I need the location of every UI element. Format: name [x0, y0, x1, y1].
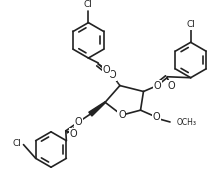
Polygon shape	[89, 102, 106, 116]
Text: O: O	[153, 112, 160, 122]
Text: O: O	[153, 81, 161, 91]
Text: O: O	[108, 70, 116, 80]
Text: O: O	[70, 129, 78, 139]
Text: Cl: Cl	[186, 20, 195, 29]
Text: OCH₃: OCH₃	[177, 118, 197, 127]
Text: O: O	[75, 117, 82, 127]
Text: O: O	[102, 65, 110, 75]
Text: O: O	[118, 110, 126, 120]
Text: O: O	[167, 81, 175, 91]
Text: Cl: Cl	[12, 139, 21, 148]
Text: Cl: Cl	[84, 0, 93, 9]
